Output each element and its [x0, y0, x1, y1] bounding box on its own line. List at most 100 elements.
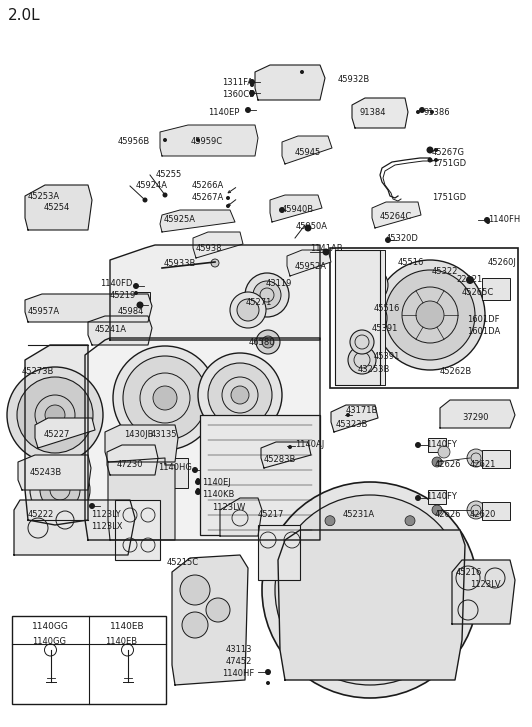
- Bar: [148, 458, 188, 488]
- Text: 45262B: 45262B: [440, 367, 472, 376]
- Text: 47452: 47452: [226, 657, 252, 666]
- Circle shape: [262, 482, 478, 698]
- Text: 45253A: 45253A: [28, 192, 60, 201]
- Circle shape: [432, 457, 442, 467]
- Circle shape: [237, 299, 259, 321]
- Text: 45264C: 45264C: [380, 212, 412, 221]
- Circle shape: [430, 110, 434, 114]
- Circle shape: [467, 449, 485, 467]
- Text: 43135: 43135: [151, 430, 178, 439]
- Polygon shape: [105, 425, 178, 462]
- Circle shape: [253, 281, 281, 309]
- Bar: [482, 450, 510, 468]
- Bar: [482, 278, 510, 300]
- Polygon shape: [372, 202, 421, 228]
- Text: 45215C: 45215C: [167, 558, 199, 567]
- Circle shape: [163, 138, 167, 142]
- Circle shape: [192, 467, 198, 473]
- Circle shape: [133, 283, 139, 289]
- Text: 45243B: 45243B: [30, 468, 62, 477]
- Circle shape: [113, 346, 217, 450]
- Text: 45945: 45945: [295, 148, 321, 157]
- Circle shape: [89, 503, 95, 509]
- Circle shape: [415, 442, 421, 448]
- Text: 91386: 91386: [424, 108, 451, 117]
- Circle shape: [182, 612, 208, 638]
- Text: 45932B: 45932B: [338, 75, 370, 84]
- Circle shape: [419, 107, 425, 113]
- Circle shape: [143, 198, 147, 203]
- Text: 1751GD: 1751GD: [432, 159, 466, 168]
- Text: 45950A: 45950A: [296, 222, 328, 231]
- Circle shape: [266, 671, 270, 675]
- Text: 45217: 45217: [258, 510, 285, 519]
- Circle shape: [416, 301, 444, 329]
- Circle shape: [315, 535, 425, 645]
- Circle shape: [438, 446, 450, 458]
- Circle shape: [434, 158, 438, 162]
- Circle shape: [196, 138, 200, 142]
- Text: 1140KB: 1140KB: [202, 490, 235, 499]
- Text: 45933B: 45933B: [164, 259, 196, 268]
- Text: 45320D: 45320D: [386, 234, 419, 243]
- Circle shape: [484, 217, 490, 223]
- Circle shape: [195, 489, 201, 495]
- Circle shape: [226, 196, 230, 200]
- Text: 45516: 45516: [398, 258, 425, 267]
- Text: 45924A: 45924A: [136, 181, 168, 190]
- Circle shape: [288, 445, 292, 449]
- Circle shape: [211, 259, 219, 267]
- Text: 1123LV: 1123LV: [470, 580, 501, 589]
- Text: 1140EP: 1140EP: [208, 108, 239, 117]
- Text: 43171B: 43171B: [346, 406, 378, 415]
- Polygon shape: [440, 400, 515, 428]
- Text: 1123LX: 1123LX: [91, 522, 122, 531]
- Text: 1601DF: 1601DF: [467, 315, 500, 324]
- Circle shape: [230, 292, 266, 328]
- Polygon shape: [14, 500, 135, 555]
- Circle shape: [17, 377, 93, 453]
- Circle shape: [275, 495, 465, 685]
- Circle shape: [279, 207, 285, 213]
- Circle shape: [262, 336, 274, 348]
- Text: 1140EJ: 1140EJ: [202, 478, 231, 487]
- Text: 45260J: 45260J: [488, 258, 517, 267]
- Circle shape: [193, 468, 197, 472]
- Text: 1140EB: 1140EB: [105, 637, 137, 646]
- Bar: [330, 248, 518, 388]
- Circle shape: [7, 367, 103, 463]
- Text: 45938: 45938: [196, 244, 222, 253]
- Polygon shape: [335, 250, 380, 385]
- Circle shape: [137, 302, 144, 308]
- Text: 42626: 42626: [435, 460, 461, 469]
- Text: 45219: 45219: [110, 291, 136, 300]
- Circle shape: [162, 193, 168, 198]
- Circle shape: [134, 291, 138, 295]
- Text: 45940B: 45940B: [282, 205, 314, 214]
- Polygon shape: [282, 136, 332, 164]
- Circle shape: [300, 70, 304, 74]
- Text: 45322: 45322: [432, 267, 459, 276]
- Circle shape: [325, 654, 335, 664]
- Text: 1140FD: 1140FD: [100, 279, 132, 288]
- Text: 1140FH: 1140FH: [488, 215, 520, 224]
- Text: 1140HG: 1140HG: [158, 463, 192, 472]
- Text: 43253B: 43253B: [358, 365, 390, 374]
- Circle shape: [250, 83, 254, 87]
- Circle shape: [345, 411, 352, 419]
- Circle shape: [196, 478, 200, 482]
- Polygon shape: [160, 125, 258, 156]
- Text: 46580: 46580: [249, 338, 276, 347]
- Circle shape: [266, 681, 270, 685]
- Text: 1123LY: 1123LY: [91, 510, 121, 519]
- Circle shape: [245, 273, 289, 317]
- Polygon shape: [220, 498, 262, 536]
- Text: 37290: 37290: [462, 413, 488, 422]
- Circle shape: [416, 110, 420, 114]
- Circle shape: [375, 260, 485, 370]
- Circle shape: [304, 225, 312, 231]
- Circle shape: [265, 669, 271, 675]
- Polygon shape: [85, 338, 320, 540]
- Text: 45516: 45516: [374, 304, 401, 313]
- Circle shape: [195, 479, 201, 485]
